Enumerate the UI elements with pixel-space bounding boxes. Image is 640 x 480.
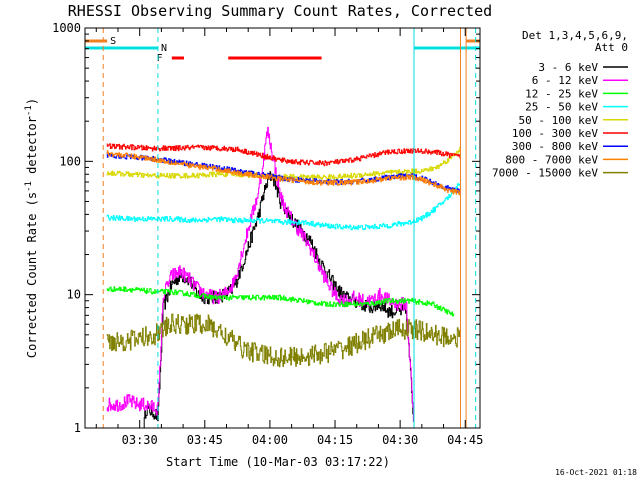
legend-label: 300 - 800 keV — [512, 140, 598, 153]
x-tick-label: 03:30 — [122, 433, 158, 447]
flare-flag-label: F — [157, 53, 163, 64]
y-axis-label-sup: -1 — [24, 181, 34, 192]
x-tick-label: 03:45 — [187, 433, 223, 447]
y-tick-label: 100 — [59, 154, 81, 168]
generation-timestamp: 16-Oct-2021 01:18 — [555, 468, 637, 477]
y-tick-label: 1 — [74, 421, 81, 435]
legend-label: 3 - 6 keV — [538, 61, 598, 74]
chart-title: RHESSI Observing Summary Count Rates, Co… — [68, 2, 492, 20]
legend-label: 25 - 50 keV — [525, 101, 598, 114]
y-axis-label-end: ) — [25, 98, 39, 105]
series-line-9 — [106, 313, 461, 368]
y-axis-label-main: Corrected Count Rate (s — [25, 192, 39, 358]
legend-label: 800 - 7000 keV — [505, 153, 598, 166]
legend-label: 6 - 12 keV — [532, 74, 599, 87]
y-tick-label: 10 — [67, 288, 81, 302]
legend-subtitle: Att 0 — [595, 41, 628, 54]
y-axis-label: Corrected Count Rate (s-1 detector-1) — [24, 98, 39, 358]
x-axis-label: Start Time (10-Mar-03 03:17:22) — [166, 455, 390, 469]
saa-flag-label: S — [110, 36, 116, 47]
series-line-7 — [106, 152, 461, 193]
series-lines — [106, 126, 461, 429]
status-flags: S NF — [85, 36, 480, 64]
flag-boundary-lines — [102, 28, 477, 428]
y-axis-label-mid: detector — [25, 116, 39, 181]
series-line-8 — [106, 150, 461, 196]
legend-label: 50 - 100 keV — [519, 114, 599, 127]
series-line-2 — [106, 126, 415, 422]
series-line-6 — [106, 143, 461, 167]
x-tick-label: 04:30 — [382, 433, 418, 447]
y-axis-label-sup2: -1 — [24, 105, 34, 116]
legend-label: 100 - 300 keV — [512, 127, 598, 140]
series-line-4 — [106, 180, 461, 231]
night-flag-label: N — [161, 43, 167, 54]
y-tick-label: 1000 — [52, 21, 81, 35]
plot-frame — [84, 27, 481, 429]
legend-label: 7000 - 15000 keV — [492, 167, 598, 180]
x-tick-label: 04:00 — [252, 433, 288, 447]
x-tick-label: 04:45 — [447, 433, 483, 447]
axes: 03:30 03:45 04:00 04:15 04:30 04:45 1 10 100 1000 — [52, 21, 483, 447]
legend-title: Det 1,3,4,5,6,9, — [522, 29, 628, 42]
x-tick-label: 04:15 — [317, 433, 353, 447]
legend-label: 12 - 25 keV — [525, 87, 598, 100]
series-line-3 — [106, 286, 455, 317]
